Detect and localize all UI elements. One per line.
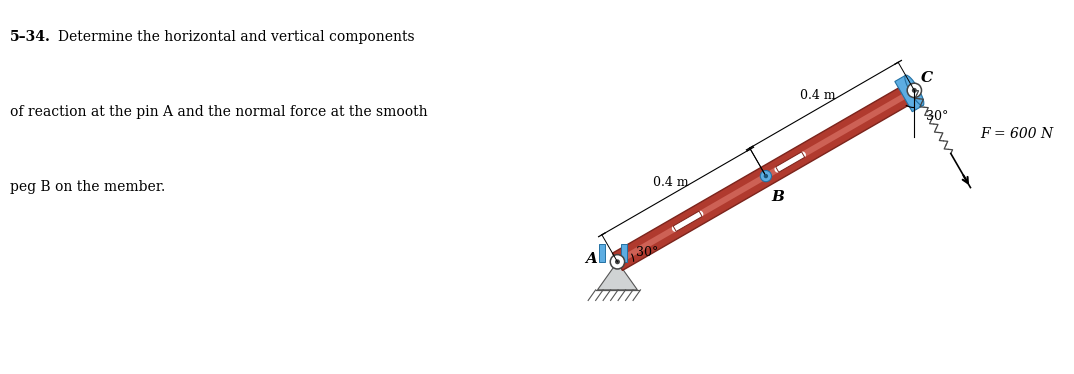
Polygon shape (621, 244, 627, 262)
Circle shape (760, 171, 771, 182)
Ellipse shape (800, 151, 806, 157)
Ellipse shape (681, 220, 686, 226)
Ellipse shape (693, 214, 698, 220)
Ellipse shape (779, 165, 784, 171)
Circle shape (764, 174, 768, 178)
Text: C: C (920, 71, 932, 85)
Circle shape (912, 88, 917, 93)
Ellipse shape (795, 155, 800, 161)
Ellipse shape (904, 75, 924, 106)
Circle shape (908, 83, 921, 98)
Text: peg B on the member.: peg B on the member. (10, 180, 165, 193)
Ellipse shape (799, 153, 804, 159)
Ellipse shape (777, 165, 782, 172)
Ellipse shape (683, 219, 688, 226)
Ellipse shape (694, 213, 699, 219)
Ellipse shape (678, 223, 683, 229)
Ellipse shape (698, 211, 703, 217)
Ellipse shape (782, 162, 787, 168)
Text: 0.4 m: 0.4 m (800, 89, 837, 102)
Polygon shape (612, 82, 919, 270)
Ellipse shape (787, 159, 793, 165)
Circle shape (610, 255, 625, 269)
Text: of reaction at the pin A and the normal force at the smooth: of reaction at the pin A and the normal … (10, 105, 427, 119)
Ellipse shape (679, 221, 685, 227)
Text: B: B (771, 190, 784, 204)
Ellipse shape (686, 217, 693, 223)
Ellipse shape (792, 157, 797, 163)
Ellipse shape (797, 154, 802, 160)
Polygon shape (598, 244, 605, 262)
Ellipse shape (685, 218, 691, 224)
Text: F = 600 N: F = 600 N (981, 127, 1054, 141)
Polygon shape (597, 262, 637, 290)
Text: 30°: 30° (636, 246, 658, 259)
Text: 5–34.: 5–34. (10, 30, 50, 44)
Text: A: A (585, 252, 597, 266)
Polygon shape (895, 75, 923, 112)
Ellipse shape (780, 163, 785, 169)
Ellipse shape (691, 215, 696, 221)
Ellipse shape (785, 160, 792, 166)
Text: Determine the horizontal and vertical components: Determine the horizontal and vertical co… (58, 30, 415, 44)
Text: 30°: 30° (926, 110, 948, 123)
Text: 0.4 m: 0.4 m (653, 176, 688, 189)
Ellipse shape (789, 158, 795, 164)
Ellipse shape (676, 224, 681, 230)
Ellipse shape (672, 226, 678, 232)
Ellipse shape (774, 166, 780, 172)
Ellipse shape (688, 216, 694, 222)
Circle shape (615, 259, 620, 264)
Ellipse shape (793, 156, 798, 162)
Ellipse shape (784, 161, 789, 167)
Ellipse shape (696, 212, 701, 218)
Ellipse shape (673, 225, 679, 231)
Polygon shape (616, 88, 916, 264)
